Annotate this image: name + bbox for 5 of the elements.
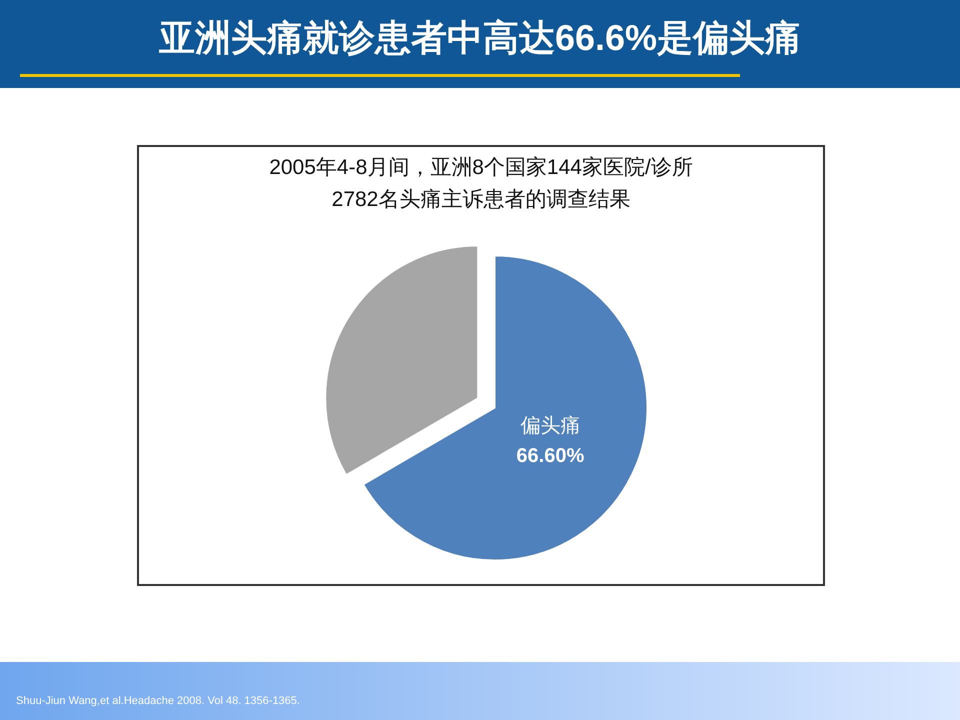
slice-label: 偏头痛 [520,414,580,437]
chart-title: 亚洲头痛就诊患者中高达66.6%是偏头痛 [158,16,802,60]
chart-subtitle: 2005年4-8月间，亚洲8个国家144家医院/诊所 2782名头痛主诉患者的调查结果 [268,155,694,213]
data-label: 66.60% [516,444,584,467]
text: Shuu-Jiun Wang,et al.Headache 2008. Vol 48. 1356-1365. [16,695,300,707]
